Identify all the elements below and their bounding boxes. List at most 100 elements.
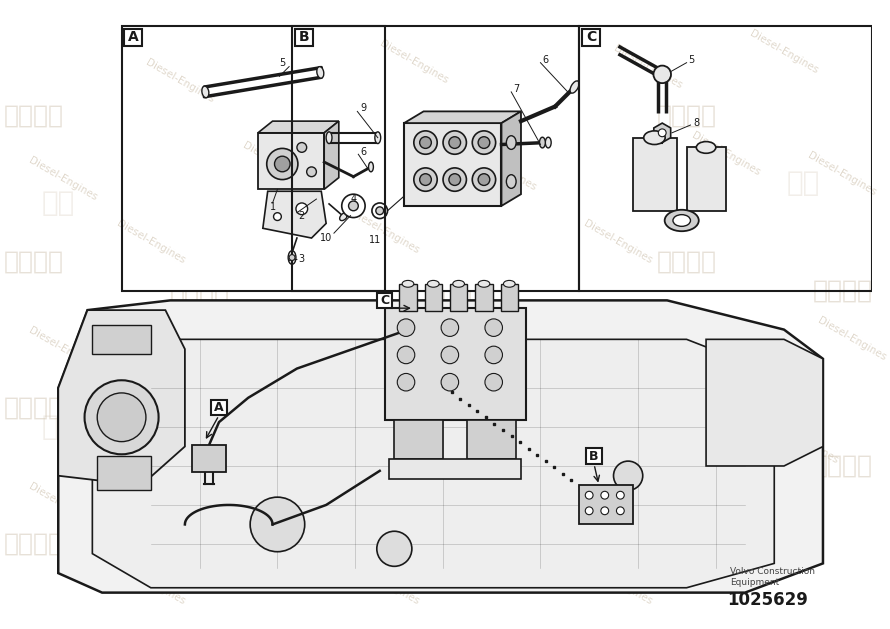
Ellipse shape <box>539 137 546 148</box>
Polygon shape <box>404 111 521 123</box>
Circle shape <box>443 131 466 154</box>
Ellipse shape <box>453 281 465 287</box>
Bar <box>97 456 150 491</box>
Bar <box>93 325 150 354</box>
Circle shape <box>449 136 461 148</box>
Text: Diesel-Engines: Diesel-Engines <box>115 218 187 265</box>
Text: 柴发动力: 柴发动力 <box>657 103 716 127</box>
Text: 柴发动力: 柴发动力 <box>813 279 872 303</box>
Text: Diesel-Engines: Diesel-Engines <box>767 418 839 465</box>
Bar <box>122 26 384 291</box>
Ellipse shape <box>202 86 209 97</box>
Circle shape <box>372 203 387 218</box>
Text: Volvo Construction: Volvo Construction <box>731 567 815 576</box>
Polygon shape <box>58 310 185 486</box>
Text: Diesel-Engines: Diesel-Engines <box>465 316 538 363</box>
Text: 9: 9 <box>360 103 366 113</box>
Circle shape <box>586 507 593 515</box>
Polygon shape <box>258 121 339 133</box>
Ellipse shape <box>504 281 515 287</box>
Text: C: C <box>380 294 389 307</box>
Bar <box>125 28 142 46</box>
Text: Diesel-Engines: Diesel-Engines <box>582 218 654 265</box>
Circle shape <box>441 346 458 364</box>
Text: Diesel-Engines: Diesel-Engines <box>378 38 449 86</box>
Polygon shape <box>501 111 521 206</box>
Text: 柴发动力: 柴发动力 <box>657 250 716 274</box>
Circle shape <box>414 131 437 154</box>
Bar <box>587 448 602 464</box>
Circle shape <box>85 381 158 454</box>
Ellipse shape <box>340 213 348 221</box>
Ellipse shape <box>427 281 439 287</box>
Ellipse shape <box>368 162 374 172</box>
Text: 柴发动力: 柴发动力 <box>4 103 64 127</box>
Text: Equipment: Equipment <box>731 579 780 587</box>
Bar <box>467 420 516 459</box>
Circle shape <box>485 374 503 391</box>
Circle shape <box>473 168 496 191</box>
Bar <box>376 292 392 308</box>
Text: Diesel-Engines: Diesel-Engines <box>465 481 538 528</box>
Bar <box>579 26 871 291</box>
Text: Diesel-Engines: Diesel-Engines <box>690 481 762 528</box>
Circle shape <box>296 203 308 214</box>
Circle shape <box>397 374 415 391</box>
Circle shape <box>342 194 365 218</box>
Circle shape <box>443 168 466 191</box>
Text: 1025629: 1025629 <box>727 591 808 610</box>
Text: 7: 7 <box>513 84 519 94</box>
Circle shape <box>617 491 624 499</box>
Text: 8: 8 <box>693 118 700 128</box>
Ellipse shape <box>326 132 332 143</box>
Bar <box>582 28 600 46</box>
Circle shape <box>267 148 298 179</box>
Circle shape <box>414 168 437 191</box>
Text: Diesel-Engines: Diesel-Engines <box>690 316 762 363</box>
Text: 柴发动力: 柴发动力 <box>169 288 230 313</box>
Text: 柴发动力: 柴发动力 <box>813 454 872 478</box>
Ellipse shape <box>570 81 579 93</box>
Text: B: B <box>589 450 599 463</box>
Text: Diesel-Engines: Diesel-Engines <box>349 394 421 441</box>
Text: 5: 5 <box>279 58 286 68</box>
Text: 1: 1 <box>270 202 276 212</box>
Text: Diesel-Engines: Diesel-Engines <box>690 131 762 178</box>
Circle shape <box>376 532 412 566</box>
Text: 4: 4 <box>351 194 357 204</box>
Circle shape <box>420 136 432 148</box>
Text: 柴发动力: 柴发动力 <box>657 532 716 556</box>
Text: Diesel-Engines: Diesel-Engines <box>349 559 421 606</box>
Ellipse shape <box>506 175 516 188</box>
Ellipse shape <box>673 214 691 226</box>
Circle shape <box>349 201 359 211</box>
Circle shape <box>659 129 666 136</box>
Text: 柴发动力: 柴发动力 <box>169 464 230 487</box>
Bar <box>500 284 518 311</box>
Ellipse shape <box>506 136 516 149</box>
Text: Diesel-Engines: Diesel-Engines <box>241 316 313 363</box>
Circle shape <box>397 346 415 364</box>
Text: 动力: 动力 <box>42 189 75 217</box>
Text: 11: 11 <box>368 235 381 245</box>
Text: 柴发动力: 柴发动力 <box>413 288 473 313</box>
Bar <box>292 26 579 291</box>
Bar <box>579 486 633 525</box>
Text: 6: 6 <box>542 55 548 65</box>
Ellipse shape <box>478 281 490 287</box>
Text: C: C <box>586 30 596 45</box>
Bar <box>384 308 526 420</box>
Circle shape <box>250 497 304 552</box>
Text: Diesel-Engines: Diesel-Engines <box>28 481 99 528</box>
Bar <box>686 147 725 211</box>
Text: 柴发动力: 柴发动力 <box>4 532 64 556</box>
Ellipse shape <box>317 67 324 78</box>
Circle shape <box>97 393 146 442</box>
Bar <box>425 284 442 311</box>
Text: Diesel-Engines: Diesel-Engines <box>115 559 187 606</box>
Text: Diesel-Engines: Diesel-Engines <box>241 481 313 528</box>
Circle shape <box>441 319 458 337</box>
Text: Diesel-Engines: Diesel-Engines <box>28 155 99 203</box>
Ellipse shape <box>288 251 296 264</box>
Text: Diesel-Engines: Diesel-Engines <box>816 316 888 363</box>
